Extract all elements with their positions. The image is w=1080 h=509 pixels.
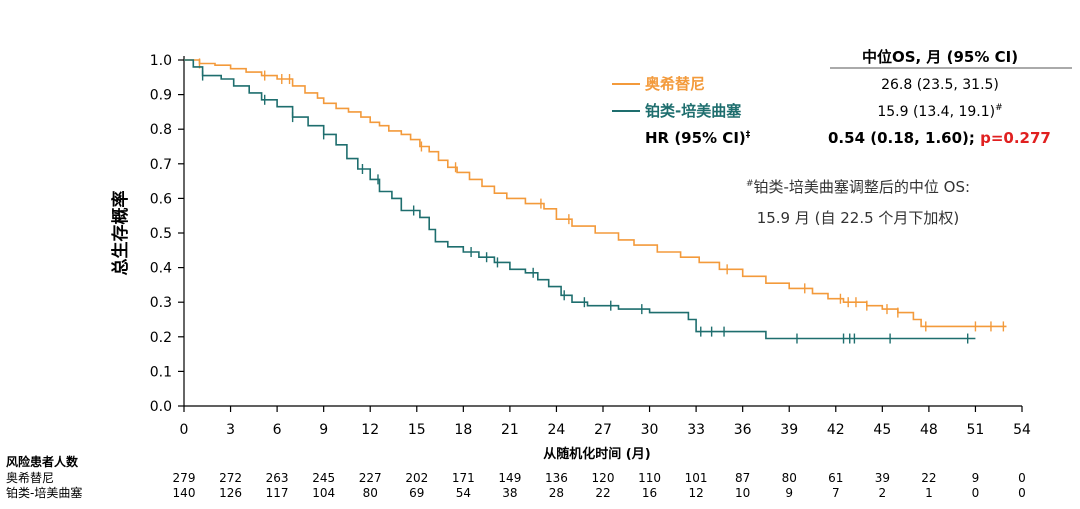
- x-tick-label: 12: [361, 422, 379, 438]
- risk-value: 149: [498, 471, 521, 485]
- x-tick-label: 48: [920, 422, 938, 438]
- x-tick-label: 42: [827, 422, 845, 438]
- legend-name-0: 奥希替尼: [645, 75, 705, 93]
- risk-value: 10: [735, 486, 750, 500]
- risk-value: 245: [312, 471, 335, 485]
- legend-median-0: 26.8 (23.5, 31.5): [881, 77, 999, 93]
- axes: 0.00.10.20.30.40.50.60.70.80.91.00 3 6 9 12 1…: [110, 53, 1031, 462]
- risk-value: 272: [219, 471, 242, 485]
- legend-median-1: 15.9 (13.4, 19.1)#: [877, 103, 1002, 120]
- x-tick-label: 30: [641, 422, 659, 438]
- x-tick-label: 24: [548, 422, 566, 438]
- risk-value: 0: [1018, 486, 1026, 500]
- risk-value: 80: [363, 486, 378, 500]
- risk-value: 263: [266, 471, 289, 485]
- risk-value: 22: [921, 471, 936, 485]
- y-tick-label: 0.8: [150, 122, 172, 138]
- x-axis-label: 从随机化时间 (月): [543, 446, 650, 462]
- footnote-mark: #: [746, 179, 754, 189]
- risk-value: 117: [266, 486, 289, 500]
- footnote-line2: 15.9 月 (自 22.5 个月下加权): [757, 209, 960, 227]
- risk-value: 22: [595, 486, 610, 500]
- y-tick-label: 0.2: [150, 330, 172, 346]
- x-tick-label: 18: [454, 422, 472, 438]
- risk-row-label-1: 铂类-培美曲塞: [6, 485, 82, 500]
- risk-value: 16: [642, 486, 657, 500]
- risk-value: 9: [972, 471, 980, 485]
- x-tick-label: 6: [273, 422, 282, 438]
- legend-name-1: 铂类-培美曲塞: [645, 102, 742, 120]
- risk-value: 9: [785, 486, 793, 500]
- footnote-line1: #铂类-培美曲塞调整后的中位 OS:: [746, 178, 970, 196]
- legend: 中位OS, 月 (95% CI) 奥希替尼 26.8 (23.5, 31.5) 铂类-…: [612, 48, 1072, 227]
- y-tick-label: 0.3: [150, 295, 172, 311]
- risk-value: 38: [502, 486, 517, 500]
- risk-value: 171: [452, 471, 475, 485]
- risk-value: 2: [879, 486, 887, 500]
- hr-footnote-mark: ‡: [746, 130, 751, 140]
- risk-value: 28: [549, 486, 564, 500]
- risk-value: 110: [638, 471, 661, 485]
- y-tick-label: 0.0: [150, 399, 172, 415]
- risk-value: 1: [925, 486, 933, 500]
- risk-value: 279: [173, 471, 196, 485]
- y-tick-label: 0.1: [150, 364, 172, 380]
- risk-value: 202: [405, 471, 428, 485]
- x-tick-label: 3: [226, 422, 235, 438]
- risk-value: 54: [456, 486, 471, 500]
- footnote-mark: #: [995, 103, 1003, 113]
- hr-value: 0.54 (0.18, 1.60); p=0.277: [828, 129, 1051, 147]
- x-tick-label: 39: [780, 422, 798, 438]
- x-tick-label: 15: [408, 422, 426, 438]
- risk-value: 80: [782, 471, 797, 485]
- y-tick-label: 0.4: [150, 261, 172, 277]
- risk-value: 69: [409, 486, 424, 500]
- x-tick-label: 21: [501, 422, 519, 438]
- risk-value: 12: [688, 486, 703, 500]
- risk-value: 0: [972, 486, 980, 500]
- footnote-text: 铂类-培美曲塞调整后的中位 OS:: [753, 178, 970, 196]
- y-tick-label: 0.6: [150, 191, 172, 207]
- x-tick-label: 36: [734, 422, 752, 438]
- y-tick-label: 0.9: [150, 88, 172, 104]
- risk-value: 7: [832, 486, 840, 500]
- x-tick-label: 51: [967, 422, 985, 438]
- risk-value: 0: [1018, 471, 1026, 485]
- x-tick-label: 54: [1013, 422, 1031, 438]
- y-tick-label: 1.0: [150, 53, 172, 69]
- y-tick-label: 0.5: [150, 226, 172, 242]
- series-layer: [184, 58, 1007, 344]
- x-tick-label: 9: [319, 422, 328, 438]
- risk-value: 136: [545, 471, 568, 485]
- risk-value: 227: [359, 471, 382, 485]
- series-line-1: [184, 59, 976, 340]
- risk-value: 104: [312, 486, 335, 500]
- y-tick-label: 0.7: [150, 157, 172, 173]
- risk-table-title: 风险患者人数: [6, 454, 79, 469]
- y-axis-label: 总生存概率: [110, 191, 131, 276]
- risk-value: 120: [592, 471, 615, 485]
- risk-value: 87: [735, 471, 750, 485]
- x-tick-label: 27: [594, 422, 612, 438]
- risk-value: 140: [173, 486, 196, 500]
- legend-header: 中位OS, 月 (95% CI): [862, 48, 1018, 66]
- p-value: p=0.277: [980, 129, 1051, 147]
- x-tick-label: 33: [687, 422, 705, 438]
- risk-value: 101: [685, 471, 708, 485]
- x-tick-label: 45: [873, 422, 891, 438]
- series-line-0: [184, 59, 1007, 328]
- risk-value: 39: [875, 471, 890, 485]
- x-tick-label: 0: [180, 422, 189, 438]
- risk-value: 61: [828, 471, 843, 485]
- hr-label: HR (95% CI)‡: [645, 129, 751, 147]
- risk-row-label-0: 奥希替尼: [6, 470, 54, 485]
- risk-value: 126: [219, 486, 242, 500]
